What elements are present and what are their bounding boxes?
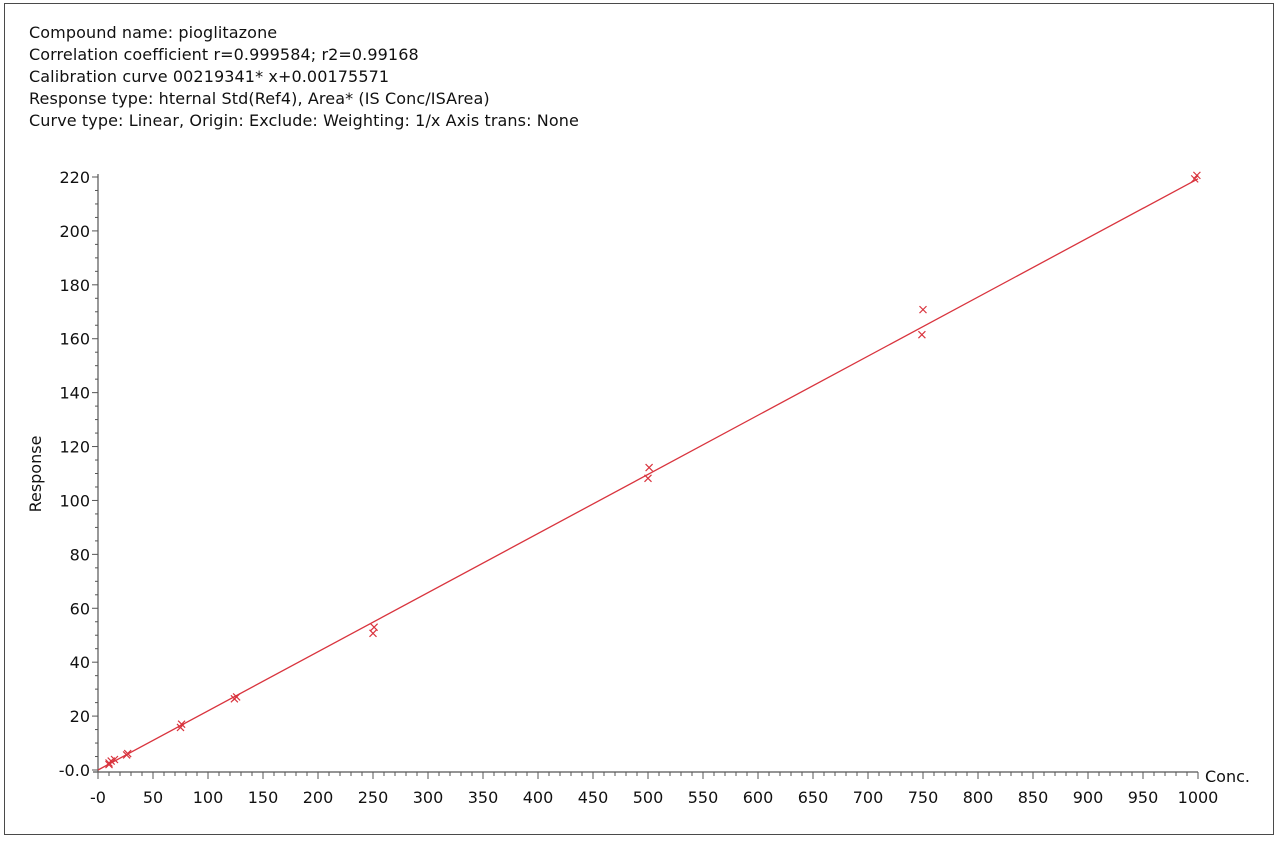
- y-tick-label: 120: [59, 438, 90, 457]
- compound-info: Compound name: pioglitazone Correlation …: [29, 22, 579, 132]
- data-point: [917, 330, 926, 339]
- x-tick-label: 350: [468, 788, 499, 807]
- y-tick-label: 220: [59, 168, 90, 187]
- x-tick-label: 800: [963, 788, 994, 807]
- x-tick-label: 700: [853, 788, 884, 807]
- y-tick-label: 100: [59, 491, 90, 510]
- x-tick-label: 200: [303, 788, 334, 807]
- data-point: [645, 463, 654, 472]
- data-point: [369, 629, 377, 638]
- y-tick-label: 140: [59, 384, 90, 403]
- regression-line-group: [97, 178, 1199, 771]
- x-tick-label: 650: [798, 788, 829, 807]
- data-point: [110, 755, 119, 764]
- y-axis-title: Response: [26, 436, 45, 513]
- correlation-line: Correlation coefficient r=0.999584; r2=0…: [29, 45, 419, 64]
- x-tick-label: 250: [358, 788, 389, 807]
- x-tick-label: 850: [1018, 788, 1049, 807]
- response-type-line: Response type: hternal Std(Ref4), Area* …: [29, 89, 490, 108]
- x-tick-label: 300: [413, 788, 444, 807]
- data-point: [919, 305, 927, 314]
- data-point: [177, 720, 186, 729]
- calibration-curve-line: Calibration curve 00219341* x+0.00175571: [29, 67, 390, 86]
- data-point: [1190, 174, 1199, 183]
- x-tick-label: 150: [248, 788, 279, 807]
- y-tick-label: 20: [70, 707, 90, 726]
- x-tick-label: 500: [633, 788, 664, 807]
- x-tick-label: 450: [578, 788, 609, 807]
- data-point: [370, 623, 379, 632]
- compound-name-line: Compound name: pioglitazone: [29, 23, 278, 42]
- axes: -0.0 20 40 60 80 100 120 140 160 180 200 220 -0 50 100…: [59, 168, 1219, 807]
- y-tick-label: 80: [70, 545, 90, 564]
- y-tick-label: 200: [59, 222, 90, 241]
- y-tick-label: 60: [70, 599, 90, 618]
- x-tick-label: 50: [143, 788, 163, 807]
- x-tick-label: 750: [908, 788, 939, 807]
- data-point: [1192, 171, 1201, 180]
- chart-frame: [4, 3, 1274, 835]
- x-tick-label: 550: [688, 788, 719, 807]
- x-tick-label: 600: [743, 788, 774, 807]
- x-tick-label: 900: [1073, 788, 1104, 807]
- y-tick-label: 40: [70, 653, 90, 672]
- y-tick-label: 180: [59, 276, 90, 295]
- y-tick-label: 160: [59, 330, 90, 349]
- x-axis-title: Conc.: [1205, 767, 1250, 786]
- x-tick-label: 1000: [1178, 788, 1219, 807]
- regression-line: [97, 178, 1199, 771]
- x-tick-label: 400: [523, 788, 554, 807]
- data-point: [232, 693, 241, 701]
- x-tick-label: -0: [90, 788, 106, 807]
- x-tick-label: 100: [193, 788, 224, 807]
- data-point: [644, 474, 652, 483]
- data-points: [105, 171, 1201, 769]
- data-point: [123, 749, 132, 758]
- y-tick-label: -0.0: [59, 761, 90, 780]
- x-tick-label: 950: [1128, 788, 1159, 807]
- curve-type-line: Curve type: Linear, Origin: Exclude: Wei…: [29, 111, 579, 130]
